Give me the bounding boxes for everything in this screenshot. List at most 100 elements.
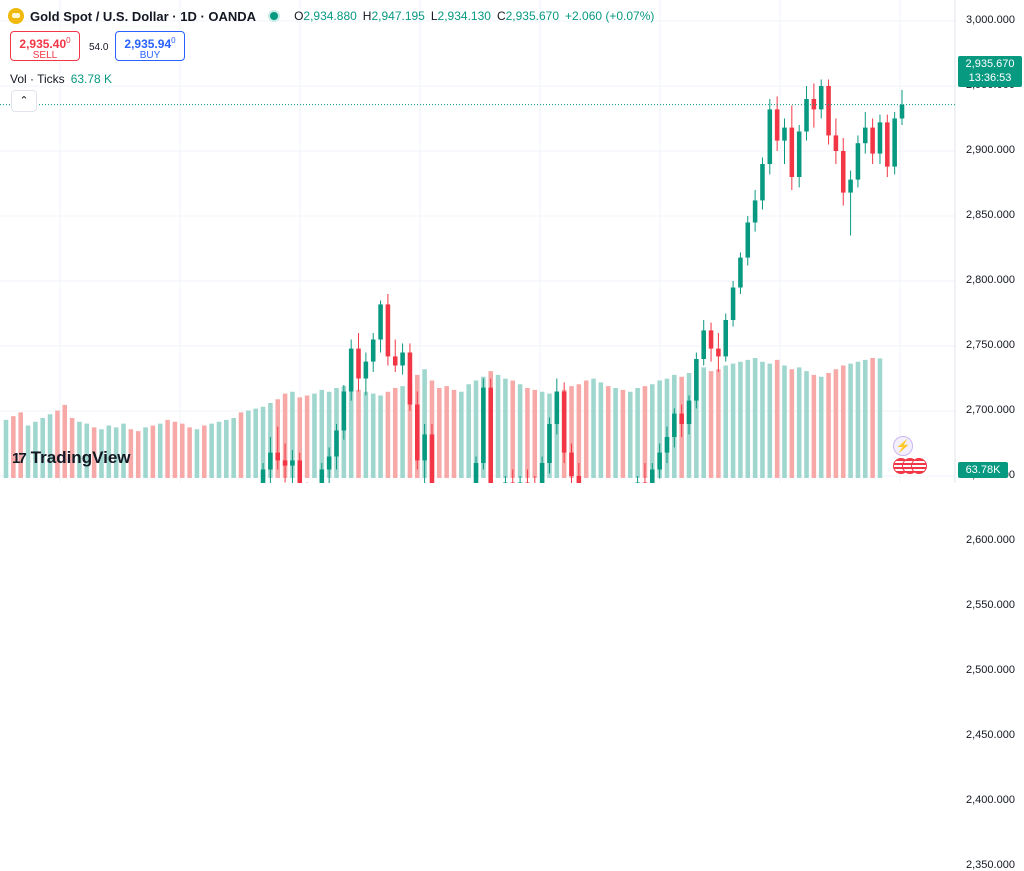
volume-bar — [752, 358, 758, 478]
candle-body — [422, 434, 427, 461]
volume-bar — [84, 423, 90, 478]
candle-body — [657, 452, 662, 470]
volume-bar — [635, 388, 640, 478]
candle-body — [561, 391, 567, 453]
candle-body — [275, 452, 281, 461]
spread-value: 54.0 — [89, 42, 109, 53]
volume-bar — [385, 391, 391, 478]
candle-body — [297, 460, 303, 483]
volume-bar — [605, 386, 611, 478]
candle-body — [870, 127, 875, 154]
volume-bar — [870, 358, 875, 478]
volume-bar — [135, 431, 141, 478]
volume-bar — [194, 429, 200, 478]
open-value: 2,934.880 — [303, 9, 357, 23]
volume-bar — [40, 418, 45, 478]
volume-bar — [730, 363, 736, 478]
volume-bar — [378, 395, 383, 478]
gold-coin-icon — [8, 8, 24, 24]
candle-body — [326, 456, 332, 470]
volume-bar — [723, 365, 729, 478]
volume-bar — [47, 414, 53, 478]
candle-body — [481, 387, 486, 463]
candle-body — [752, 200, 758, 223]
price-axis-label: 2,450.000 — [966, 729, 1015, 741]
buy-button[interactable]: 2,935.940 BUY — [115, 31, 185, 61]
volume-bar — [231, 418, 236, 478]
last-price-value: 2,935.670 — [965, 58, 1015, 70]
candle-body — [804, 99, 809, 132]
volume-bar — [106, 425, 112, 478]
volume-bar — [238, 412, 244, 478]
volume-bar — [716, 369, 721, 478]
change-value: +2.060 (+0.07%) — [565, 9, 655, 23]
us-flag-icon[interactable] — [911, 458, 927, 474]
price-axis-label: 2,600.000 — [966, 534, 1015, 546]
volume-bar — [818, 376, 824, 478]
volume-bar — [25, 425, 31, 478]
candle-body — [348, 348, 354, 392]
candle-body — [789, 127, 795, 177]
candlesticks — [260, 79, 905, 483]
volume-bar — [539, 391, 545, 478]
volume-bar — [650, 384, 655, 478]
high-label: H — [362, 9, 372, 23]
volume-bar — [503, 378, 508, 478]
market-open-dot-icon[interactable] — [270, 12, 279, 20]
countdown-timer: 13:36:53 — [968, 72, 1012, 84]
volume-bar — [165, 419, 170, 478]
volume-bar — [348, 384, 354, 478]
candle-body — [290, 460, 295, 466]
lightning-icon[interactable]: ⚡ — [893, 436, 913, 456]
candle-body — [672, 413, 677, 437]
candle-body — [818, 86, 824, 110]
candle-body — [356, 348, 361, 379]
price-axis-label: 2,750.000 — [966, 339, 1015, 351]
candle-body — [415, 404, 420, 461]
volume-bar — [179, 423, 185, 478]
volume-bar — [444, 386, 449, 478]
candle-body — [370, 339, 376, 362]
volume-bar — [282, 393, 288, 478]
volume-bar — [833, 369, 839, 478]
sell-price: 2,935.400 — [19, 36, 71, 51]
candle-body — [473, 463, 479, 483]
candle-body — [899, 104, 905, 119]
sell-button[interactable]: 2,935.400 SELL — [10, 31, 80, 61]
volume-bar — [613, 388, 618, 478]
close-value: 2,935.670 — [505, 9, 559, 23]
candle-body — [738, 257, 743, 288]
candle-body — [745, 222, 751, 258]
candle-body — [363, 361, 369, 379]
open-label: O — [294, 9, 304, 23]
price-axis-label: 3,000.000 — [966, 14, 1015, 26]
tradingview-logo[interactable]: 17 TradingView — [12, 448, 131, 468]
volume-bar — [532, 389, 538, 478]
volume-bar — [209, 423, 214, 478]
symbol-title[interactable]: Gold Spot / U.S. Dollar · 1D · OANDA — [30, 8, 257, 24]
volume-bars — [3, 358, 883, 478]
volume-bar — [583, 380, 589, 478]
candle-body — [694, 359, 699, 401]
candle-body — [774, 109, 780, 141]
volume-bar — [848, 363, 853, 478]
candle-body — [833, 135, 839, 151]
candle-body — [429, 434, 435, 483]
volume-value: 63.78 K — [70, 72, 113, 86]
volume-bar — [517, 384, 523, 478]
volume-legend[interactable]: Vol · Ticks 63.78 K — [10, 72, 112, 86]
volume-bar — [422, 369, 427, 478]
candle-body — [407, 352, 413, 405]
volume-bar — [855, 361, 861, 478]
chevron-up-icon[interactable]: ⌃ — [11, 90, 37, 112]
price-axis-label: 2,700.000 — [966, 404, 1015, 416]
candle-body — [885, 122, 890, 167]
candle-body — [400, 352, 405, 366]
candle-body — [701, 330, 706, 359]
price-chart[interactable] — [0, 0, 1024, 483]
candle-body — [855, 143, 861, 180]
volume-bar — [598, 382, 604, 478]
candle-body — [385, 304, 391, 357]
volume-bar — [767, 363, 773, 478]
candle-body — [260, 469, 266, 483]
